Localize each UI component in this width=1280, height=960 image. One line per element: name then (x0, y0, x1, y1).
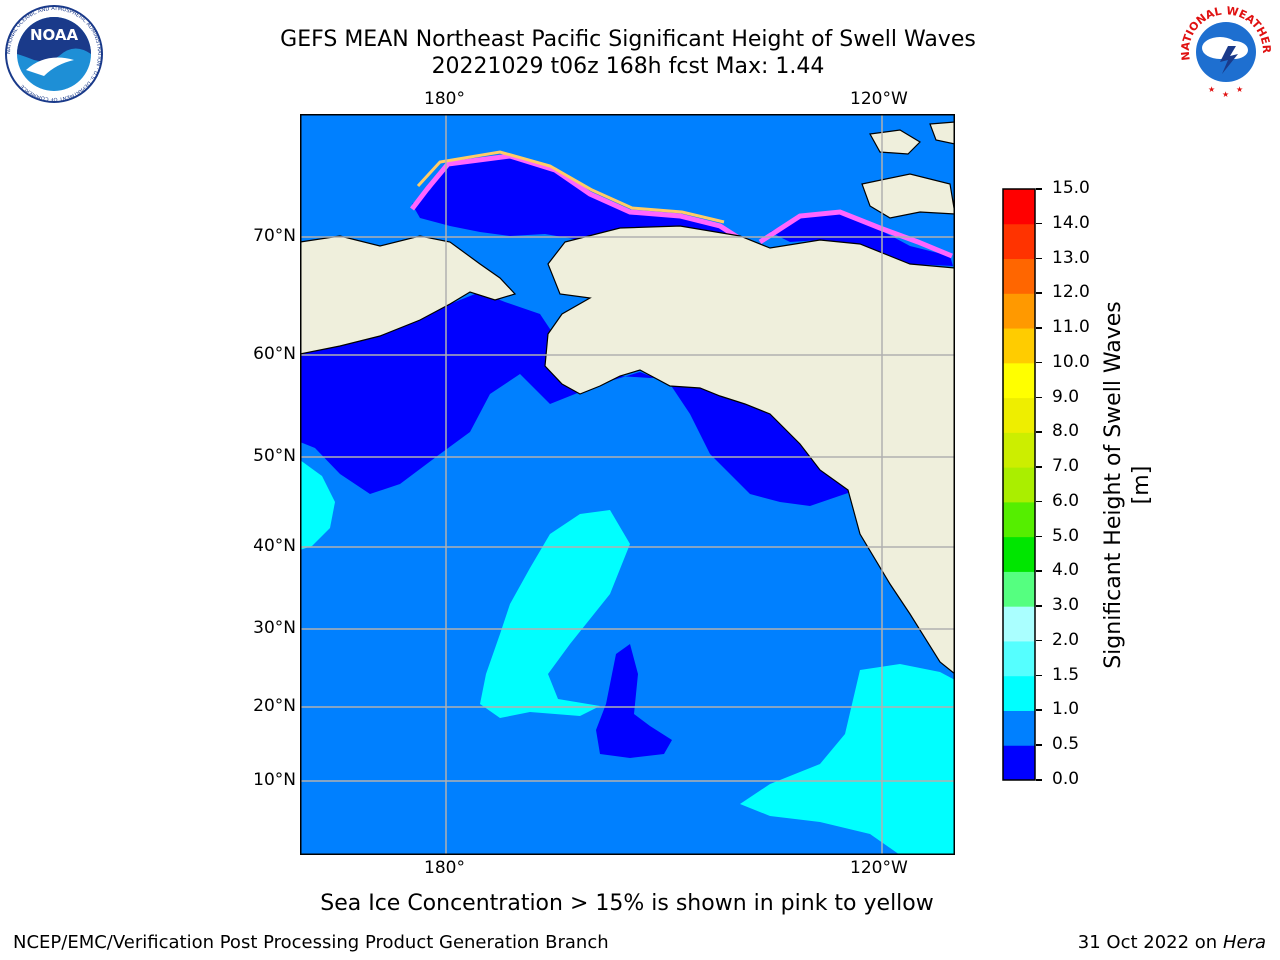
lat-label-10n: 10°N (253, 770, 296, 790)
colorbar-tick-label: 7.0 (1052, 456, 1080, 477)
colorbar-tick-label: 11.0 (1052, 317, 1090, 338)
map-subtitle: 20221029 t06z 168h fcst Max: 1.44 (431, 54, 825, 79)
colorbar-segment (1003, 467, 1035, 503)
colorbar-tick-mark (1036, 779, 1042, 781)
nws-logo: NATIONAL WEATHER SERVICE ★ ★ ★ (1176, 2, 1273, 99)
colorbar-segment (1003, 536, 1035, 572)
colorbar-tick-label: 1.5 (1052, 664, 1080, 685)
lon-label-bottom-180: 180° (424, 858, 465, 878)
colorbar-tick-mark (1036, 292, 1042, 294)
footer-date-text: 31 Oct 2022 on (1077, 932, 1218, 953)
colorbar-tick-label: 15.0 (1052, 178, 1090, 198)
colorbar-tick-label: 3.0 (1052, 595, 1080, 616)
colorbar-tick-label: 2.0 (1052, 629, 1080, 650)
lon-label-top-120w: 120°W (850, 89, 908, 109)
colorbar-tick-label: 5.0 (1052, 525, 1080, 546)
colorbar-tick-mark (1036, 257, 1042, 260)
lat-label-50n: 50°N (253, 446, 296, 466)
colorbar-tick-label: 0.0 (1052, 769, 1080, 789)
siberia-landmass (300, 235, 517, 355)
svg-text:★: ★ (1222, 90, 1229, 99)
lon-label-bottom-120w: 120°W (850, 858, 908, 878)
colorbar-segment (1003, 189, 1035, 225)
noaa-logo-text: NOAA (30, 26, 79, 44)
colorbar-segment (1003, 223, 1035, 260)
colorbar-segment (1003, 571, 1035, 607)
colorbar-tick-label: 4.0 (1052, 560, 1080, 581)
colorbar-tick-mark (1036, 674, 1042, 677)
colorbar-segment (1003, 606, 1035, 642)
west-pacific-swell-1.0-1.5 (300, 460, 335, 550)
colorbar-tick-mark (1036, 361, 1042, 364)
colorbar-segment (1003, 432, 1035, 468)
colorbar-tick-label: 10.0 (1052, 351, 1090, 372)
colorbar-segment (1003, 328, 1035, 364)
colorbar-tick-label: 1.0 (1052, 699, 1080, 720)
sea-ice-caption: Sea Ice Concentration > 15% is shown in … (320, 891, 934, 916)
colorbar-segment (1003, 745, 1035, 781)
colorbar-tick-mark (1036, 431, 1042, 433)
swell-map (300, 114, 955, 855)
arctic-islands (861, 173, 955, 219)
colorbar-tick-mark (1036, 709, 1042, 711)
colorbar-tick-mark (1036, 327, 1042, 329)
noaa-logo: NATIONAL OCEANIC AND ATMOSPHERIC ADMINIS… (5, 5, 103, 103)
colorbar-tick-mark (1036, 500, 1042, 503)
colorbar-segment (1003, 397, 1035, 433)
hawaii-swell-shadow (596, 644, 672, 758)
beaufort-low-swell-region (770, 212, 953, 266)
colorbar-segment (1003, 362, 1035, 399)
southeast-pacific-swell-1.0-1.5 (740, 664, 955, 855)
colorbar-tick-label: 0.5 (1052, 734, 1080, 755)
footer-host: Hera (1222, 932, 1266, 953)
colorbar-tick-mark (1036, 570, 1042, 572)
lon-label-top-180: 180° (424, 89, 465, 109)
svg-text:★: ★ (1236, 85, 1243, 94)
colorbar-segment (1003, 293, 1035, 329)
colorbar-tick-mark (1036, 639, 1042, 642)
map-title: GEFS MEAN Northeast Pacific Significant … (280, 27, 976, 52)
colorbar-tick-mark (1036, 466, 1042, 468)
colorbar-label: Significant Height of Swell Waves [m] (1101, 301, 1154, 669)
colorbar (1002, 188, 1036, 781)
colorbar-segment (1003, 710, 1035, 746)
colorbar-tick-mark (1036, 535, 1042, 538)
bering-low-swell-region (300, 292, 870, 506)
colorbar-tick-mark (1036, 744, 1042, 746)
lat-label-40n: 40°N (253, 536, 296, 556)
colorbar-segment (1003, 675, 1035, 711)
colorbar-tick-mark (1036, 605, 1042, 607)
lat-label-70n: 70°N (253, 226, 296, 246)
colorbar-tick-label: 13.0 (1052, 247, 1090, 268)
colorbar-tick-label: 6.0 (1052, 490, 1080, 511)
colorbar-segment (1003, 501, 1035, 538)
arctic-sea-ice-edge (410, 153, 747, 245)
colorbar-tick-label: 9.0 (1052, 386, 1080, 407)
colorbar-segment (1003, 640, 1035, 677)
footer-organization: NCEP/EMC/Verification Post Processing Pr… (13, 932, 609, 953)
colorbar-tick-mark (1036, 188, 1042, 190)
footer-date: 31 Oct 2022 on Hera (1078, 932, 1266, 953)
svg-text:★: ★ (1208, 85, 1215, 94)
lat-label-20n: 20°N (253, 696, 296, 716)
colorbar-tick-label: 12.0 (1052, 282, 1090, 303)
graticule (300, 114, 955, 855)
colorbar-tick-mark (1036, 222, 1042, 225)
colorbar-tick-label: 14.0 (1052, 212, 1090, 233)
lat-label-60n: 60°N (253, 344, 296, 364)
colorbar-segment (1003, 258, 1035, 294)
north-america-landmass (544, 225, 955, 675)
lat-label-30n: 30°N (253, 618, 296, 638)
colorbar-tick-mark (1036, 396, 1042, 399)
colorbar-tick-label: 8.0 (1052, 421, 1080, 442)
central-pacific-swell-1.0-1.5 (480, 510, 630, 718)
